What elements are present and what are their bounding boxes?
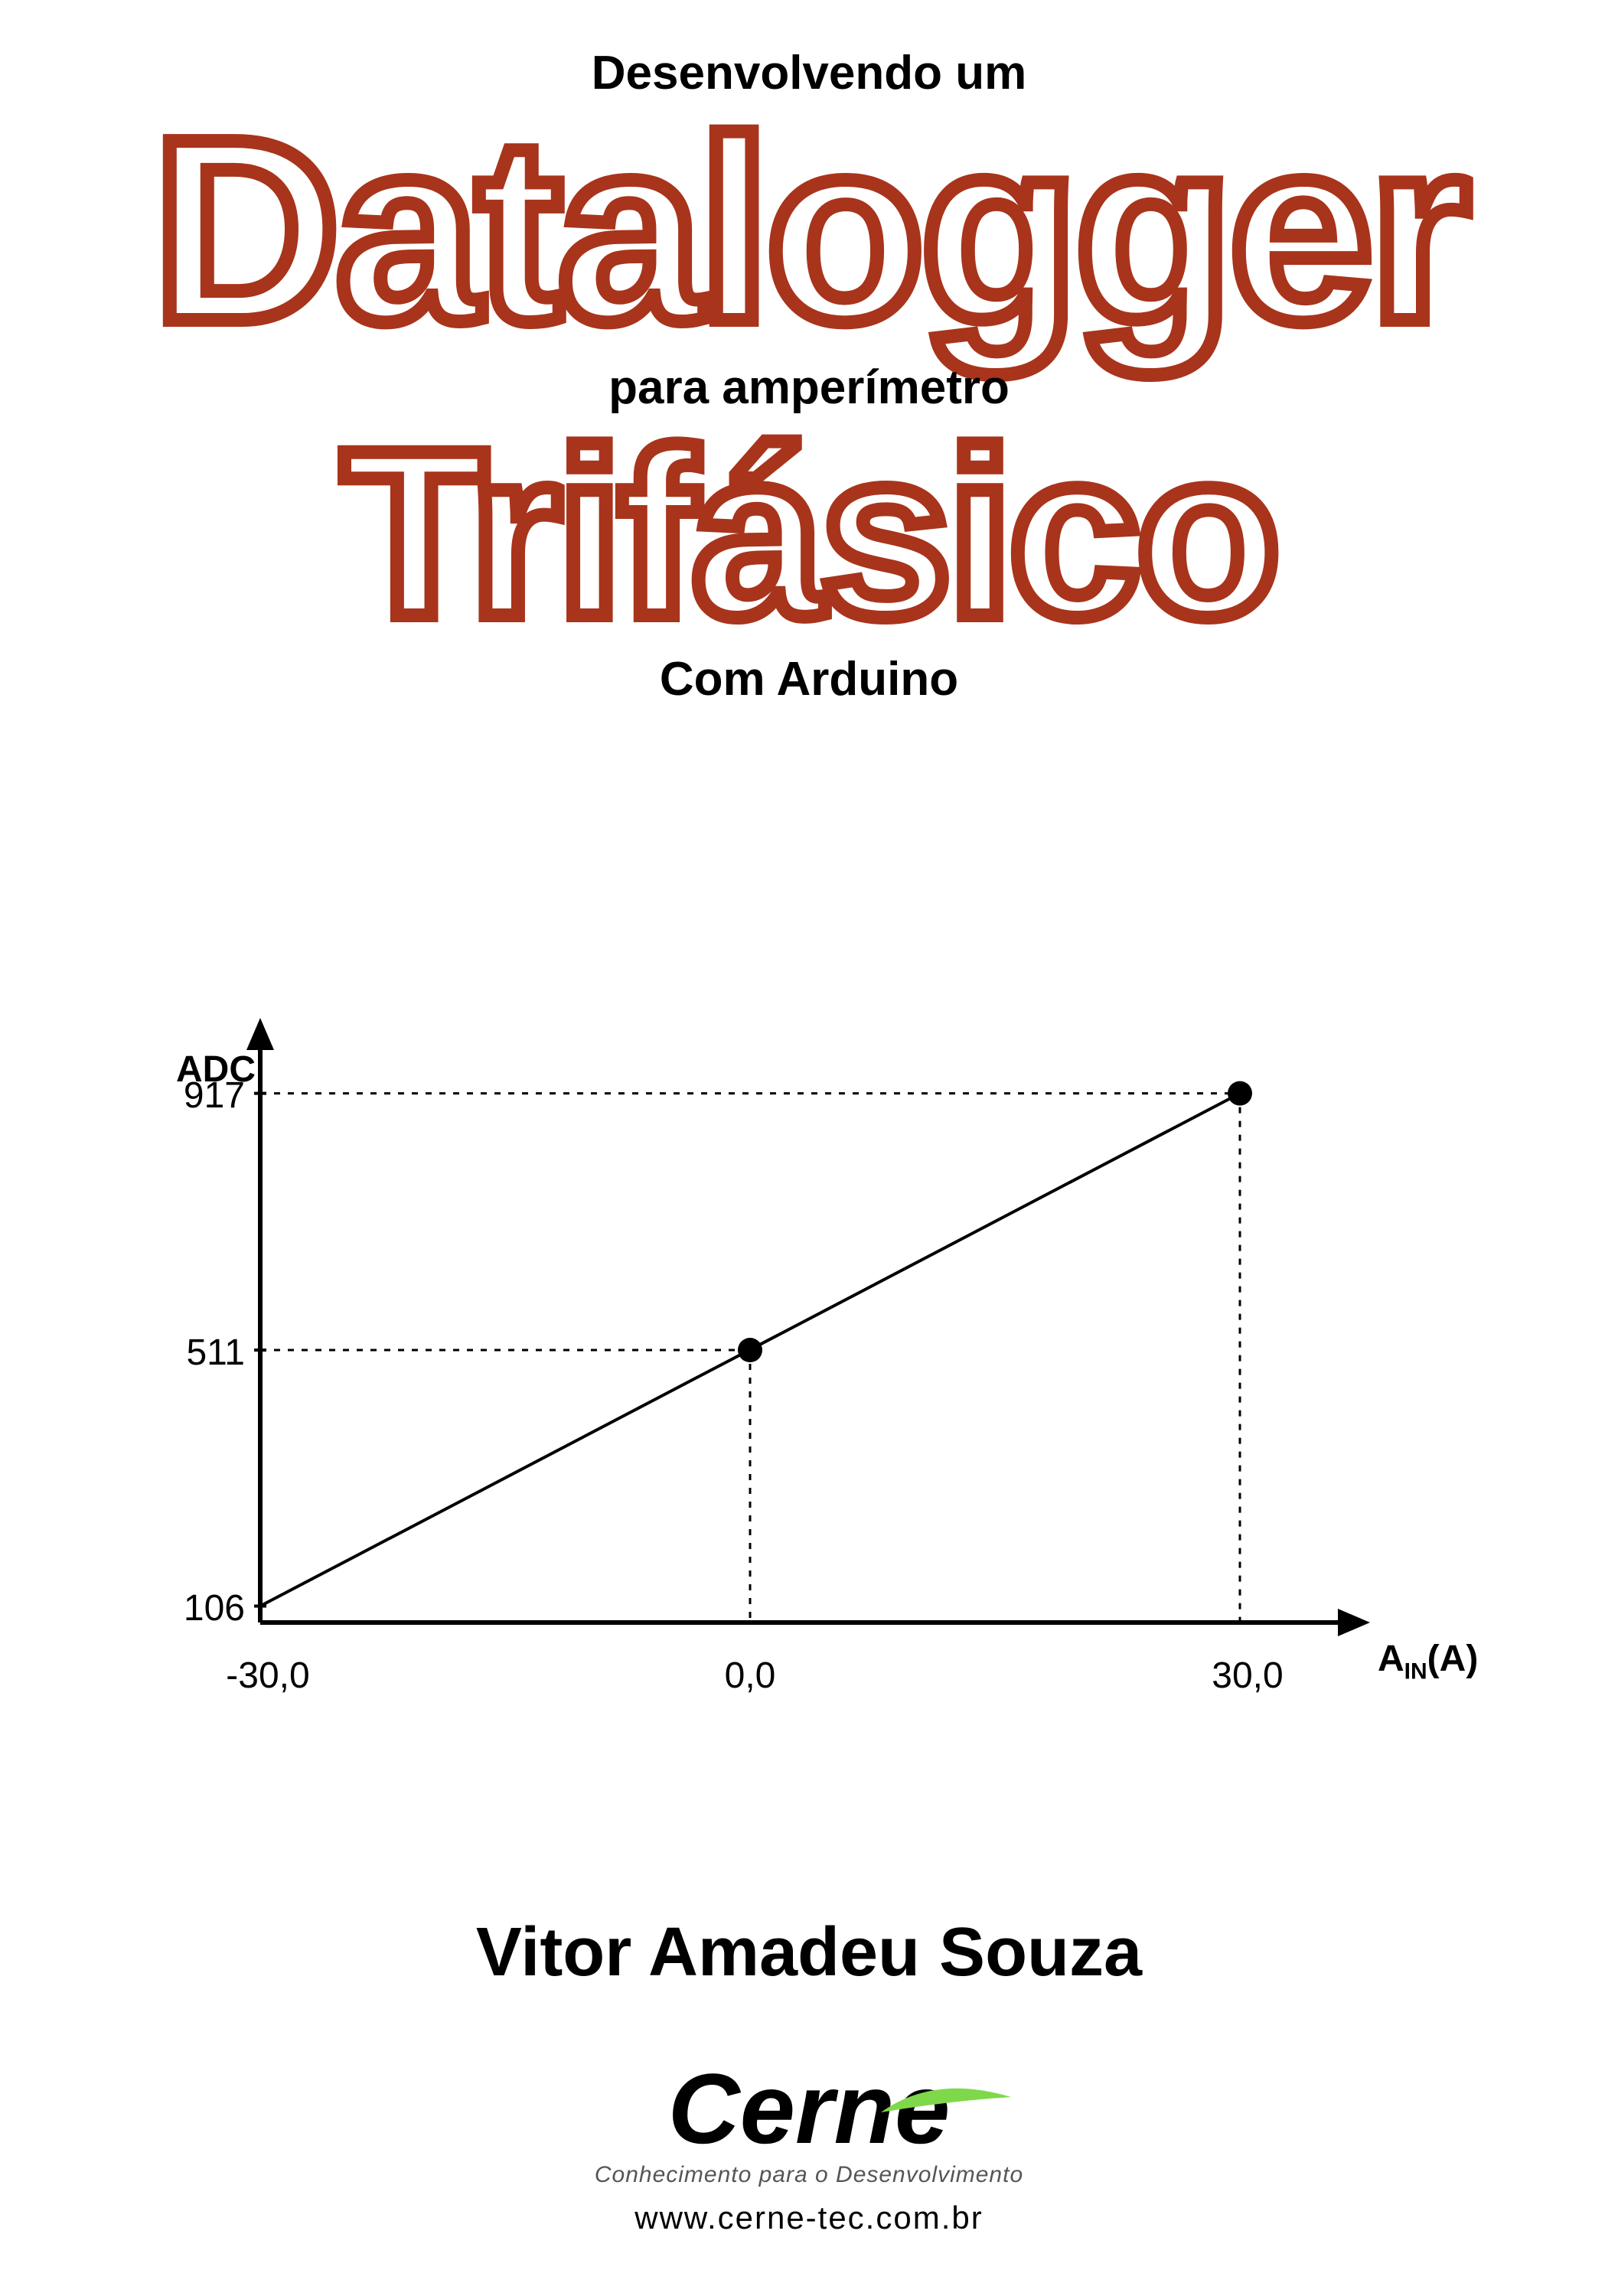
title-line2: Datalogger [0, 100, 1618, 360]
y-axis-arrow [246, 1018, 274, 1050]
author-name: Vitor Amadeu Souza [0, 1913, 1618, 1992]
logo-url: www.cerne-tec.com.br [0, 2200, 1618, 2236]
x-axis-label-a: A [1378, 1639, 1404, 1679]
title-block: Desenvolvendo um Datalogger para amperím… [0, 38, 1618, 714]
ytick-label-511: 511 [168, 1332, 245, 1374]
x-axis-label-paren: (A) [1427, 1639, 1479, 1679]
x-axis-label: AIN(A) [1378, 1638, 1478, 1685]
marker-30-917 [1228, 1081, 1252, 1106]
logo-tagline: Conhecimento para o Desenvolvimento [0, 2162, 1618, 2188]
x-axis-label-sub: IN [1404, 1659, 1427, 1684]
title-line5: Com Arduino [0, 652, 1618, 706]
marker-0-511 [738, 1338, 762, 1362]
publisher-logo: Cerne Conhecimento para o Desenvolviment… [0, 2051, 1618, 2236]
logo-swoosh-icon [873, 2066, 1026, 2143]
title-line4: Trifásico [0, 415, 1618, 652]
xtick-label-30: 30,0 [1186, 1655, 1309, 1697]
xtick-label-0: 0,0 [704, 1655, 796, 1697]
xtick-label-neg30: -30,0 [207, 1655, 329, 1697]
adc-chart: ADC 106 511 917 -30,0 0,0 30,0 AIN(A) [107, 995, 1500, 1760]
chart-svg [107, 995, 1500, 1760]
x-axis-arrow [1338, 1609, 1370, 1636]
ytick-label-917: 917 [168, 1075, 245, 1117]
ytick-label-106: 106 [168, 1587, 245, 1629]
